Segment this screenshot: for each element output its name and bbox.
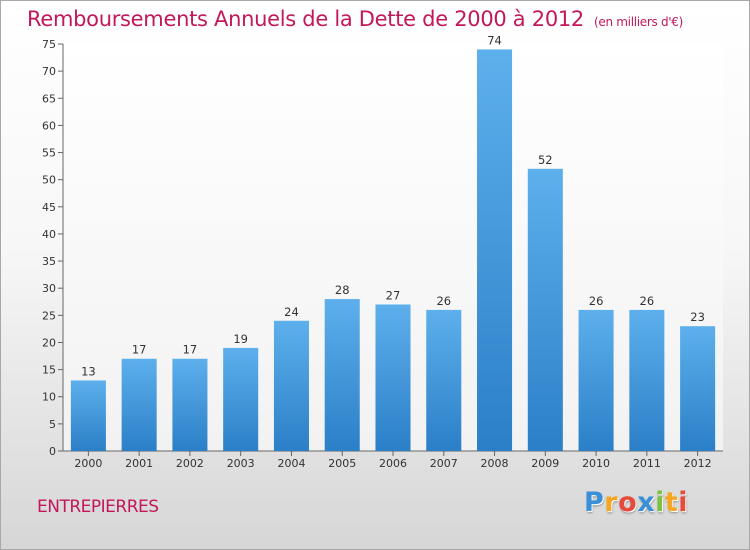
bar[interactable] [223,347,259,451]
y-tick-label: 20 [42,336,56,349]
y-tick-label: 30 [42,282,56,295]
bars [70,49,716,451]
x-tick-label: 2009 [531,457,559,470]
y-tick-label: 15 [42,364,56,377]
x-tick-label: 2005 [328,457,356,470]
y-tick-label: 35 [42,255,56,268]
bar-value-label: 26 [436,294,451,308]
y-axis: 0 5 10 15 20 25 30 35 40 45 50 55 60 65 70 75 [42,38,64,458]
logo-letter: i [655,487,665,518]
bar[interactable] [629,309,665,451]
bar[interactable] [477,49,513,451]
x-tick-label: 2006 [379,457,407,470]
logo-letter: i [678,487,689,518]
bar[interactable] [375,304,411,451]
proxiti-logo[interactable]: Proxiti [584,487,688,518]
y-tick-label: 50 [42,174,56,187]
bar-value-label: 17 [183,343,198,357]
x-tick-label: 2008 [481,457,509,470]
x-tick-label: 2007 [430,457,458,470]
bar-value-label: 19 [233,332,248,346]
x-tick-label: 2011 [633,457,661,470]
x-tick-label: 2002 [176,457,204,470]
bar-value-label: 26 [589,294,604,308]
bar-value-label: 27 [386,288,401,302]
y-tick-label: 0 [49,445,56,458]
bar[interactable] [121,358,157,451]
y-tick-label: 70 [42,65,56,78]
bar-value-label: 13 [81,364,96,378]
logo-letter: x [637,487,656,518]
x-tick-label: 2001 [125,457,153,470]
y-tick-label: 60 [42,119,56,132]
bar-value-label: 26 [640,294,655,308]
logo-letter: P [584,487,605,518]
bar-value-label: 17 [132,343,147,357]
bar-value-label: 23 [690,310,705,324]
unit-label: (en milliers d'€) [594,15,684,29]
value-labels: 13 17 17 19 24 28 27 26 74 52 26 26 23 [81,33,705,378]
x-tick-label: 2010 [582,457,610,470]
x-tick-label: 2003 [227,457,255,470]
bar-value-label: 52 [538,153,553,167]
bar-value-label: 24 [284,305,299,319]
x-tick-label: 2012 [684,457,712,470]
title-text: Remboursements Annuels de la Dette de 20… [27,7,584,31]
bar-value-label: 28 [335,283,350,297]
x-tick-label: 2000 [74,457,102,470]
y-tick-label: 40 [42,228,56,241]
commune-name: ENTREPIERRES [37,497,159,517]
y-tick-label: 65 [42,92,56,105]
y-tick-label: 45 [42,201,56,214]
bar[interactable] [426,309,462,451]
logo-letter: t [664,487,679,518]
bar[interactable] [527,168,563,451]
chart-title: Remboursements Annuels de la Dette de 20… [27,7,683,31]
bar[interactable] [680,326,716,451]
bar[interactable] [273,320,309,451]
bar[interactable] [578,309,614,451]
y-tick-label: 55 [42,147,56,160]
logo-letter: r [604,487,619,518]
logo-letter: o [618,487,638,518]
y-tick-label: 75 [42,38,56,51]
bar[interactable] [172,358,208,451]
y-tick-label: 5 [49,418,56,431]
y-tick-label: 10 [42,391,56,404]
bar[interactable] [324,299,360,451]
x-tick-label: 2004 [277,457,305,470]
y-tick-label: 25 [42,309,56,322]
bar-value-label: 74 [487,33,502,47]
bar[interactable] [70,380,106,451]
x-axis: 2000 2001 2002 2003 2004 2005 2006 2007 2008 2009… [63,450,723,470]
